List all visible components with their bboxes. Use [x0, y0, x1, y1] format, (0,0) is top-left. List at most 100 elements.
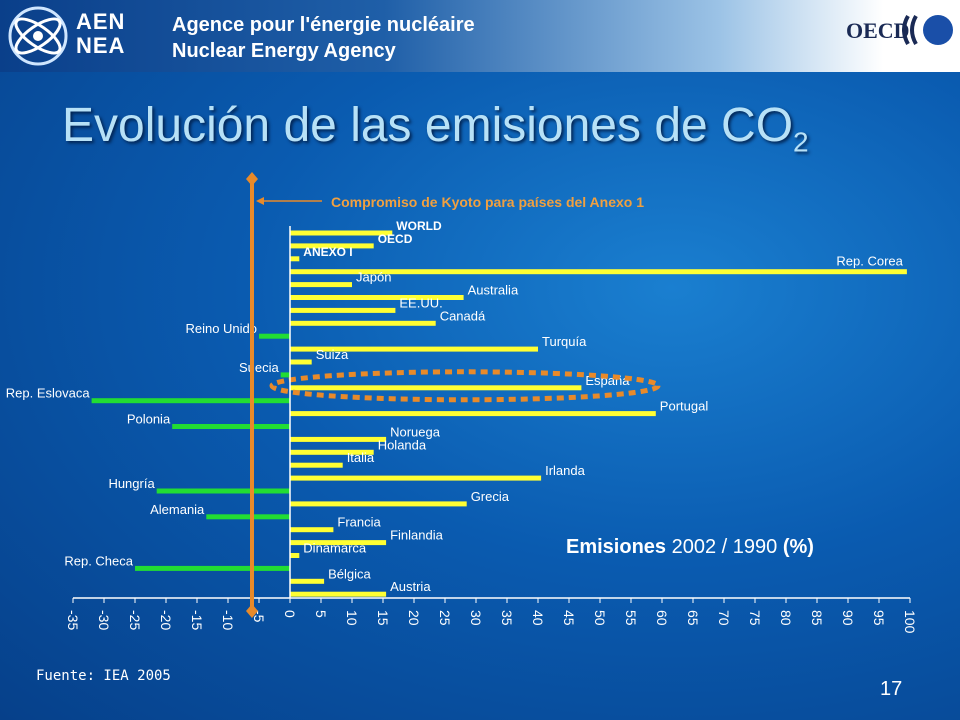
bar-reino-unido — [259, 333, 290, 339]
bar-ee-uu — [290, 307, 396, 313]
bar-suecia — [280, 372, 290, 378]
emissions-label: Emisiones 2002 / 1990 (%) — [566, 536, 814, 559]
emissions-label-unit: (%) — [782, 536, 814, 558]
x-tick-label: 25 — [437, 610, 453, 626]
x-tick-label: 65 — [685, 610, 701, 626]
x-tick-label: -10 — [220, 610, 236, 630]
bar-italia — [290, 462, 343, 468]
bar-label-belgica: Bélgica — [328, 566, 371, 581]
bar-label-polonia: Polonia — [127, 412, 171, 427]
bar-label-dinamarca: Dinamarca — [303, 541, 367, 556]
bar-turquia — [290, 346, 538, 352]
bar-holanda — [290, 449, 374, 455]
bar-world — [290, 230, 393, 236]
x-tick-label: 90 — [840, 610, 856, 626]
bar-canada — [290, 320, 436, 326]
x-tick-label: 35 — [499, 610, 515, 626]
reference-bottom-marker — [246, 604, 258, 618]
bar-finlandia — [290, 540, 387, 546]
bar-label-finlandia: Finlandia — [390, 528, 444, 543]
bar-label-suecia: Suecia — [239, 360, 280, 375]
x-tick-label: 80 — [778, 610, 794, 626]
x-tick-label: 85 — [809, 610, 825, 626]
x-tick-label: 0 — [282, 610, 298, 618]
bar-suiza — [290, 359, 312, 365]
emissions-label-word: Emisiones — [566, 536, 667, 558]
bar-rep-checa — [135, 565, 290, 571]
x-tick-label: 60 — [654, 610, 670, 626]
bar-label-world: WORLD — [396, 219, 442, 233]
logo-text-aen: AEN — [76, 9, 126, 34]
slide-title: Evolución de las emisiones de CO2 — [62, 98, 809, 159]
x-tick-label: 55 — [623, 610, 639, 626]
logo-text-nea: NEA — [76, 33, 126, 58]
x-tick-label: 5 — [313, 610, 329, 618]
bar-label-alemania: Alemania — [150, 502, 205, 517]
bar-label-austria: Austria — [390, 579, 431, 594]
bar-polonia — [172, 424, 290, 429]
source-note: Fuente: IEA 2005 — [36, 668, 171, 684]
bar-label-holanda: Holanda — [378, 437, 427, 452]
bar-rep-corea — [290, 269, 907, 275]
bar-noruega — [290, 436, 387, 442]
bar-belgica — [290, 578, 325, 584]
bar-label-oecd: OECD — [378, 232, 413, 246]
bar-anexo-i — [290, 256, 300, 262]
bar-label-noruega: Noruega — [390, 424, 441, 439]
x-tick-label: 75 — [747, 610, 763, 626]
highlight-ellipse — [269, 369, 661, 403]
bar-label-rep-corea: Rep. Corea — [836, 254, 903, 269]
bar-label-grecia: Grecia — [471, 489, 510, 504]
title-main: Evolución de las emisiones de CO — [62, 99, 794, 152]
bar-label-japon: Japón — [356, 270, 391, 285]
x-tick-label: 100 — [902, 610, 918, 634]
x-tick-label: 15 — [375, 610, 391, 626]
bar-rep-eslovaca — [91, 398, 290, 404]
bar-label-anexo-i: ANEXO I — [303, 245, 352, 259]
x-tick-label: 10 — [344, 610, 360, 626]
x-tick-label: 30 — [468, 610, 484, 626]
x-axis: -35 -30 -25 -20 -15 -10 -5 0 5 10 15 20 25 30 35 40 45 50… — [65, 226, 918, 634]
bar-label-francia: Francia — [337, 515, 381, 530]
bar-label-italia: Italia — [347, 450, 375, 465]
logo-text: AEN NEA — [76, 10, 125, 58]
kyoto-reference — [246, 172, 322, 618]
bar-label-rep-eslovaca: Rep. Eslovaca — [6, 386, 91, 401]
bar-hungria — [156, 488, 290, 494]
kyoto-annotation: Compromiso de Kyoto para países del Anex… — [331, 194, 644, 210]
x-tick-label: -30 — [96, 610, 112, 630]
bar-alemania — [206, 514, 290, 520]
bar-grecia — [290, 501, 467, 507]
bar-label-rep-checa: Rep. Checa — [64, 553, 133, 568]
oecd-label: OECD — [846, 18, 910, 43]
x-tick-label: -35 — [65, 610, 81, 630]
bar-label-canada: Canadá — [440, 308, 486, 323]
bar-portugal — [290, 411, 656, 417]
bar-label-australia: Australia — [468, 283, 519, 298]
x-tick-label: 40 — [530, 610, 546, 626]
x-tick-label: -20 — [158, 610, 174, 630]
reference-top-marker — [246, 172, 258, 186]
oecd-logo-icon — [902, 15, 953, 45]
agency-name-en: Nuclear Energy Agency — [172, 40, 396, 62]
title-subscript: 2 — [793, 126, 809, 158]
bar-francia — [290, 527, 334, 533]
bar-label-turquia: Turquía — [542, 334, 587, 349]
x-tick-label: 45 — [561, 610, 577, 626]
bar-oecd — [290, 243, 374, 249]
x-tick-label: 95 — [871, 610, 887, 626]
header-banner: AEN NEA Agence pour l'énergie nucléaire … — [0, 0, 960, 72]
x-tick-label: 70 — [716, 610, 732, 626]
annotation-arrow-head — [256, 197, 264, 205]
x-tick-label: -25 — [127, 610, 143, 630]
emissions-label-years: 2002 / 1990 — [671, 536, 778, 558]
bar-australia — [290, 295, 464, 300]
bar-espana — [290, 385, 582, 391]
bar-austria — [290, 591, 387, 597]
bar-label-portugal: Portugal — [660, 399, 709, 414]
x-tick-label: 20 — [406, 610, 422, 626]
bar-japon — [290, 282, 352, 288]
bar-label-reino-unido: Reino Unido — [185, 321, 257, 336]
bar-label-suiza: Suiza — [316, 347, 349, 362]
